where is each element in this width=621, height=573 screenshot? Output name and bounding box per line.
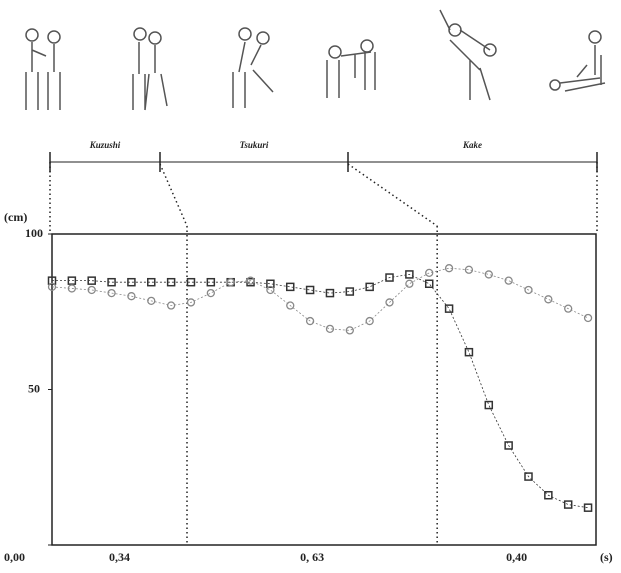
square-marker [266, 279, 275, 289]
series-trace [52, 274, 589, 509]
circle-marker [47, 282, 57, 292]
square-marker [305, 285, 315, 295]
circle-marker [365, 316, 374, 326]
phase-duration: 0,34 [109, 550, 130, 564]
circle-marker [405, 279, 414, 288]
circle-marker [385, 298, 394, 307]
phase-name: Tsukuri [240, 140, 269, 150]
square-marker [385, 273, 394, 282]
circle-marker [305, 316, 315, 326]
square-marker [325, 288, 335, 298]
circle-marker [127, 292, 136, 301]
square-marker [147, 277, 156, 287]
circle-marker [425, 268, 434, 278]
circle-marker [544, 295, 553, 304]
circle-marker [286, 301, 295, 310]
plot-frame [51, 233, 597, 546]
square-marker [166, 277, 176, 287]
square-marker [424, 279, 434, 289]
square-marker [47, 276, 57, 285]
phase-duration: 0,40 [506, 550, 527, 564]
circle-marker [564, 304, 573, 313]
square-marker [285, 282, 295, 292]
circle-marker [583, 313, 593, 323]
square-marker [444, 304, 454, 313]
circle-marker [504, 276, 513, 285]
square-marker [345, 287, 355, 296]
circle-marker [464, 265, 474, 274]
square-marker [365, 282, 374, 292]
judo-illustrations [25, 9, 606, 111]
square-marker [206, 277, 216, 287]
circle-marker [107, 288, 116, 298]
circle-marker [266, 285, 275, 295]
square-marker [464, 347, 474, 357]
phase-name: Kuzushi [89, 140, 121, 150]
phase-connector [347, 163, 438, 227]
square-marker [186, 277, 196, 287]
circle-marker [186, 298, 196, 307]
series-trace [51, 267, 589, 331]
square-marker [544, 490, 553, 500]
circle-marker [325, 324, 335, 334]
x-axis-unit: (s) [600, 550, 613, 564]
square-marker [484, 400, 494, 410]
y-tick-label: 0,00 [4, 550, 25, 564]
square-marker [504, 441, 513, 450]
square-marker [127, 277, 136, 287]
circle-marker [345, 326, 354, 335]
circle-marker [147, 296, 156, 306]
y-tick-label: 50 [28, 381, 40, 395]
circle-marker [166, 301, 176, 310]
phase-duration: 0, 63 [300, 550, 324, 564]
circle-marker [524, 285, 533, 295]
square-marker [583, 503, 593, 512]
circle-marker [206, 288, 215, 298]
y-axis-unit: (cm) [4, 210, 27, 224]
square-marker [405, 270, 414, 279]
square-marker [524, 472, 533, 481]
square-marker [563, 500, 573, 509]
phase-name: Kake [462, 140, 482, 150]
phase-connector [159, 163, 188, 227]
circle-marker [484, 270, 493, 279]
y-tick-label: 100 [25, 226, 43, 240]
